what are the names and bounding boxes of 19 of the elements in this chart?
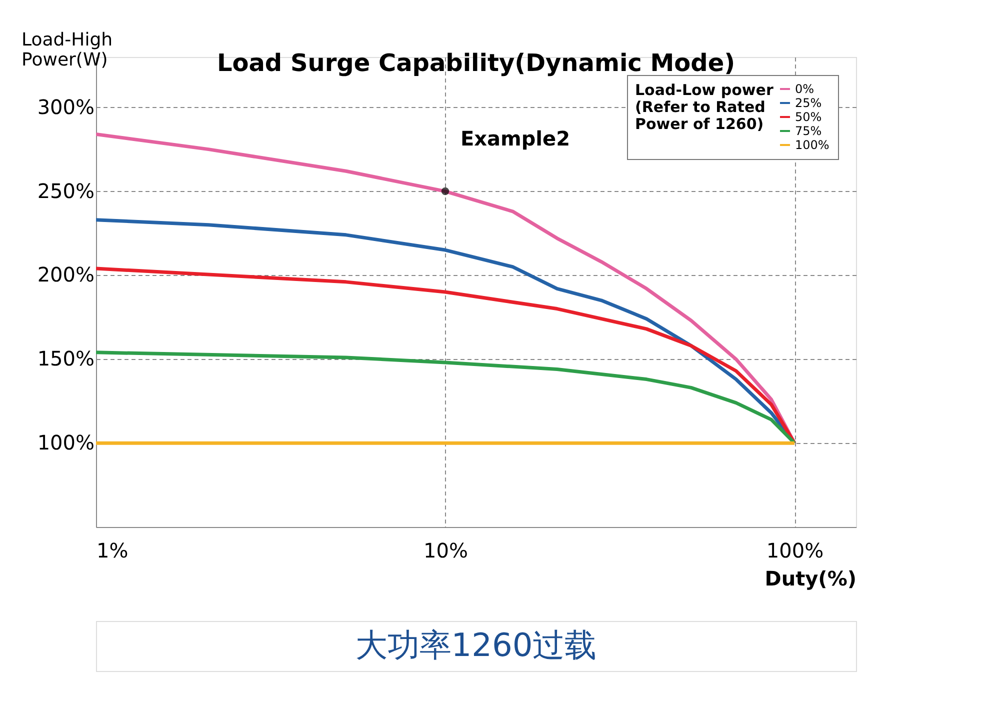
legend-label: 25% (795, 96, 822, 110)
legend-label: 0% (795, 82, 814, 96)
y-tick-label: 250% (37, 178, 94, 203)
legend-label: 50% (795, 110, 822, 124)
y-tick-label: 150% (37, 346, 94, 371)
y-tick-label: 200% (37, 262, 94, 287)
legend-label: 100% (795, 138, 830, 152)
x-tick-label: 100% (766, 538, 824, 562)
x-axis-title: Duty(%) (764, 566, 856, 590)
y-tick-label: 100% (37, 430, 94, 455)
x-tick-label: 1% (96, 538, 128, 562)
y-axis-title: Load-High Power(W) (22, 30, 113, 70)
chart-title: Load Surge Capability(Dynamic Mode) (216, 49, 736, 77)
legend-label: 75% (795, 124, 822, 138)
text: 大功率1260过载 (355, 626, 597, 664)
annotation: Example2 (460, 126, 570, 150)
y-tick-label: 300% (37, 94, 94, 119)
legend-title: Load-Low power (Refer to Rated Power of 1260) (635, 81, 774, 133)
x-tick-label: 10% (424, 538, 468, 562)
